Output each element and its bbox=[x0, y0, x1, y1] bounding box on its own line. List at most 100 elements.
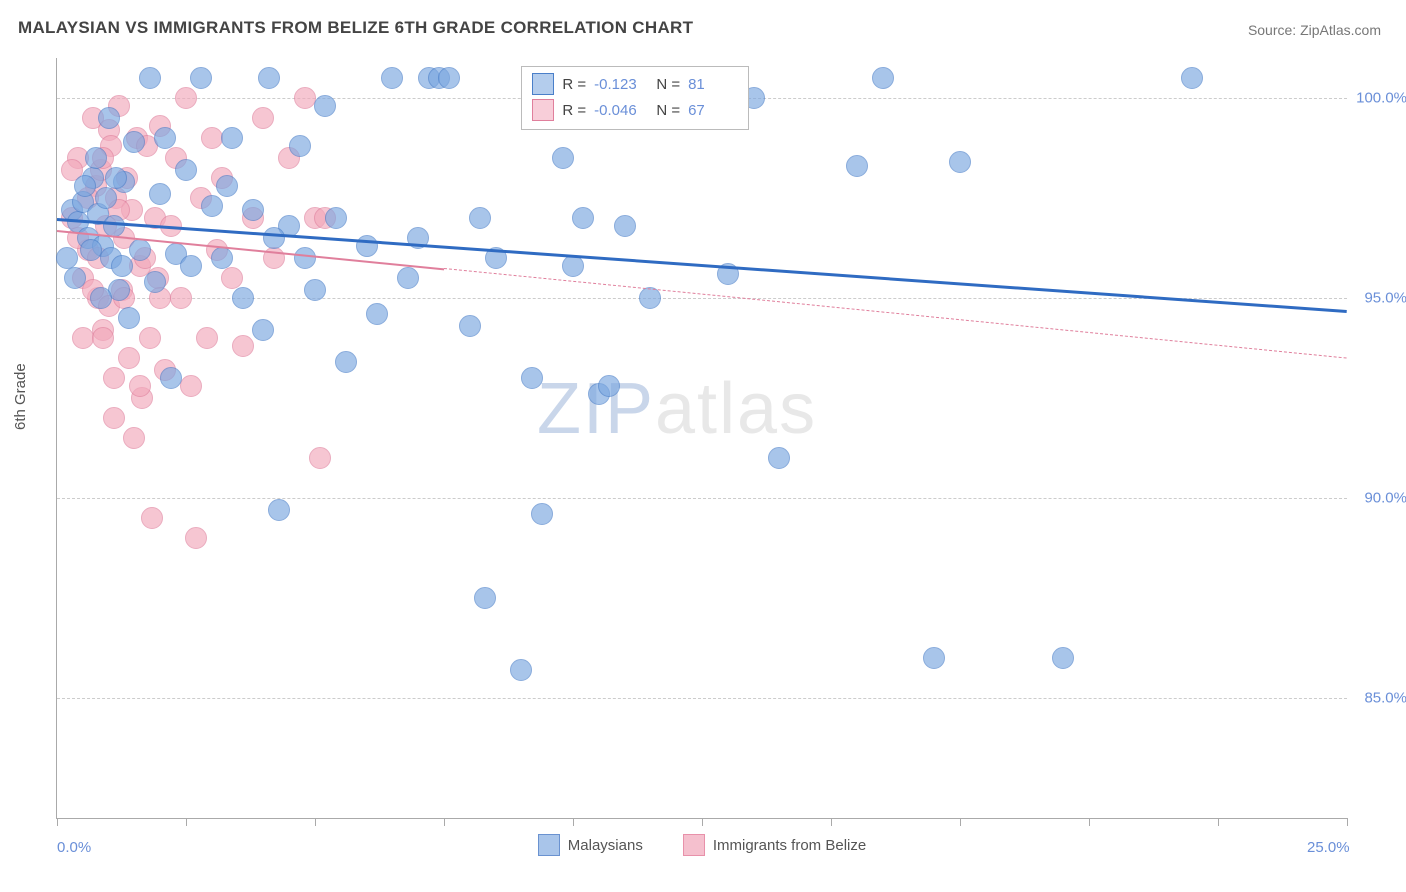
legend-swatch bbox=[683, 834, 705, 856]
legend: Malaysians Immigrants from Belize bbox=[57, 834, 1347, 856]
data-point bbox=[252, 107, 274, 129]
legend-swatch bbox=[538, 834, 560, 856]
data-point bbox=[949, 151, 971, 173]
x-tick bbox=[444, 818, 445, 826]
data-point bbox=[129, 375, 151, 397]
legend-item: Immigrants from Belize bbox=[683, 834, 866, 856]
data-point bbox=[216, 175, 238, 197]
data-point bbox=[459, 315, 481, 337]
source-label: Source: ZipAtlas.com bbox=[1248, 22, 1381, 38]
data-point bbox=[80, 239, 102, 261]
x-tick bbox=[1218, 818, 1219, 826]
x-tick bbox=[831, 818, 832, 826]
data-point bbox=[252, 319, 274, 341]
data-point bbox=[180, 375, 202, 397]
data-point bbox=[768, 447, 790, 469]
data-point bbox=[221, 127, 243, 149]
trend-line bbox=[444, 268, 1347, 359]
data-point bbox=[56, 247, 78, 269]
stat-r-label: R = bbox=[562, 76, 586, 93]
data-point bbox=[74, 175, 96, 197]
gridline bbox=[57, 698, 1347, 699]
stat-r-value: -0.046 bbox=[594, 102, 644, 119]
stats-box: R = -0.123 N = 81R = -0.046 N = 67 bbox=[521, 66, 749, 130]
data-point bbox=[111, 255, 133, 277]
data-point bbox=[356, 235, 378, 257]
data-point bbox=[180, 255, 202, 277]
data-point bbox=[872, 67, 894, 89]
chart-title: MALAYSIAN VS IMMIGRANTS FROM BELIZE 6TH … bbox=[18, 18, 693, 38]
data-point bbox=[1052, 647, 1074, 669]
gridline bbox=[57, 498, 1347, 499]
data-point bbox=[123, 427, 145, 449]
data-point bbox=[105, 167, 127, 189]
data-point bbox=[397, 267, 419, 289]
x-tick bbox=[573, 818, 574, 826]
data-point bbox=[521, 367, 543, 389]
data-point bbox=[381, 67, 403, 89]
data-point bbox=[846, 155, 868, 177]
data-point bbox=[325, 207, 347, 229]
y-tick-label: 85.0% bbox=[1364, 690, 1406, 707]
data-point bbox=[175, 159, 197, 181]
stat-r-value: -0.123 bbox=[594, 76, 644, 93]
y-axis-label: 6th Grade bbox=[12, 363, 29, 430]
stat-r-label: R = bbox=[562, 102, 586, 119]
data-point bbox=[232, 335, 254, 357]
data-point bbox=[149, 183, 171, 205]
data-point bbox=[201, 127, 223, 149]
data-point bbox=[531, 503, 553, 525]
data-point bbox=[90, 287, 112, 309]
legend-swatch bbox=[532, 73, 554, 95]
data-point bbox=[232, 287, 254, 309]
legend-swatch bbox=[532, 99, 554, 121]
data-point bbox=[103, 367, 125, 389]
data-point bbox=[572, 207, 594, 229]
data-point bbox=[294, 247, 316, 269]
x-tick bbox=[186, 818, 187, 826]
data-point bbox=[289, 135, 311, 157]
data-point bbox=[304, 279, 326, 301]
data-point bbox=[221, 267, 243, 289]
x-tick bbox=[702, 818, 703, 826]
data-point bbox=[139, 67, 161, 89]
data-point bbox=[144, 271, 166, 293]
stats-row: R = -0.123 N = 81 bbox=[532, 71, 738, 97]
watermark-part1: ZIP bbox=[537, 369, 655, 449]
data-point bbox=[141, 507, 163, 529]
legend-label: Malaysians bbox=[568, 837, 643, 854]
stat-n-value: 67 bbox=[688, 102, 738, 119]
stat-n-label: N = bbox=[652, 76, 680, 93]
data-point bbox=[196, 327, 218, 349]
data-point bbox=[614, 215, 636, 237]
data-point bbox=[103, 407, 125, 429]
data-point bbox=[1181, 67, 1203, 89]
data-point bbox=[201, 195, 223, 217]
watermark-part2: atlas bbox=[655, 369, 817, 449]
data-point bbox=[335, 351, 357, 373]
data-point bbox=[211, 247, 233, 269]
data-point bbox=[438, 67, 460, 89]
data-point bbox=[190, 67, 212, 89]
data-point bbox=[552, 147, 574, 169]
data-point bbox=[64, 267, 86, 289]
data-point bbox=[139, 327, 161, 349]
watermark: ZIPatlas bbox=[537, 368, 817, 450]
data-point bbox=[366, 303, 388, 325]
data-point bbox=[314, 95, 336, 117]
data-point bbox=[72, 327, 94, 349]
data-point bbox=[258, 67, 280, 89]
data-point bbox=[923, 647, 945, 669]
x-tick bbox=[1347, 818, 1348, 826]
x-tick bbox=[960, 818, 961, 826]
y-tick-label: 95.0% bbox=[1364, 290, 1406, 307]
data-point bbox=[170, 287, 192, 309]
legend-label: Immigrants from Belize bbox=[713, 837, 866, 854]
data-point bbox=[98, 107, 120, 129]
data-point bbox=[103, 215, 125, 237]
legend-item: Malaysians bbox=[538, 834, 643, 856]
x-tick bbox=[1089, 818, 1090, 826]
data-point bbox=[510, 659, 532, 681]
y-tick-label: 90.0% bbox=[1364, 490, 1406, 507]
data-point bbox=[263, 227, 285, 249]
